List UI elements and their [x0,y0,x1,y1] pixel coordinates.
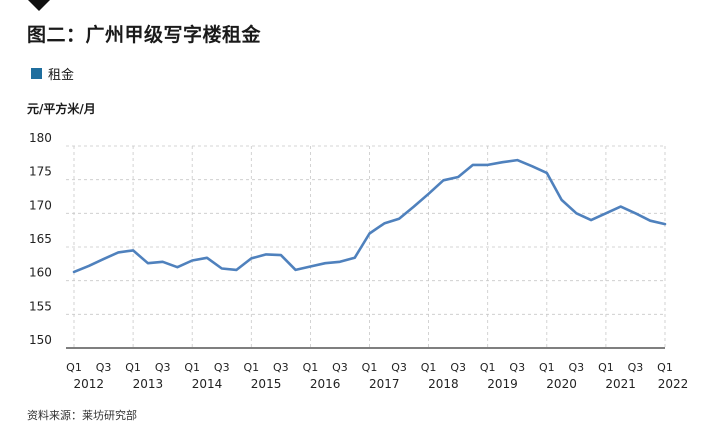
x-year-label: 2015 [251,377,282,391]
x-quarter-label: Q1 [362,361,378,374]
x-quarter-label: Q3 [509,361,525,374]
x-quarter-label: Q1 [539,361,555,374]
series-line-rent [72,158,667,274]
y-tick-label: 160 [29,266,52,280]
y-tick-label: 155 [29,299,52,313]
y-tick-label: 175 [29,165,52,179]
x-year-label: 2020 [546,377,577,391]
y-tick-label: 150 [29,333,52,347]
x-year-label: 2016 [310,377,341,391]
x-year-label: 2019 [487,377,518,391]
x-year-label: 2022 [658,377,689,391]
legend-label: 租金 [48,68,75,83]
x-quarter-label: Q3 [332,361,348,374]
y-tick-label: 180 [29,131,52,145]
y-tick-label: 165 [29,232,52,246]
x-quarter-label: Q1 [598,361,614,374]
x-quarter-label: Q1 [421,361,437,374]
x-quarter-label: Q1 [657,361,673,374]
x-quarter-label: Q1 [243,361,259,374]
x-quarter-label: Q3 [391,361,407,374]
chart-title: 图二：广州甲级写字楼租金 [27,24,262,46]
x-year-label: 2014 [192,377,223,391]
x-year-label: 2021 [605,377,636,391]
down-triangle-icon [28,0,50,11]
x-year-label: 2013 [133,377,164,391]
x-year-label: 2012 [74,377,105,391]
y-tick-label: 170 [29,198,52,212]
legend: 租金 [31,64,74,83]
x-quarter-label: Q3 [155,361,171,374]
x-quarter-label: Q1 [480,361,496,374]
y-axis-unit-label: 元/平方米/月 [27,102,96,116]
x-quarter-label: Q1 [184,361,200,374]
x-quarter-label: Q3 [214,361,230,374]
x-year-label: 2017 [369,377,400,391]
x-year-label: 2018 [428,377,459,391]
x-quarter-label: Q3 [569,361,585,374]
legend-swatch [31,68,42,79]
x-quarter-label: Q1 [66,361,82,374]
x-quarter-label: Q3 [628,361,644,374]
x-quarter-label: Q1 [303,361,319,374]
x-quarter-label: Q3 [96,361,112,374]
x-quarter-label: Q3 [450,361,466,374]
source-note: 资料来源：莱坊研究部 [27,409,137,422]
x-quarter-label: Q1 [125,361,141,374]
x-quarter-label: Q3 [273,361,289,374]
